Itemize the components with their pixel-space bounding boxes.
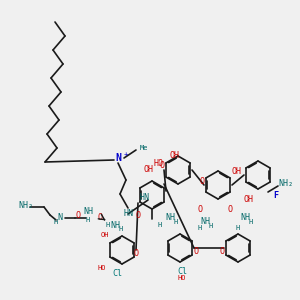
Text: Cl: Cl [112,269,122,278]
Text: H: H [106,222,110,228]
Text: O: O [136,211,140,220]
Text: Me: Me [140,145,148,151]
Text: HO: HO [153,158,163,167]
Text: O: O [227,206,232,214]
Text: O: O [194,248,199,256]
Text: H: H [236,225,240,231]
Text: HN: HN [123,209,133,218]
Text: O: O [160,161,164,170]
Text: NH₂: NH₂ [278,178,293,188]
Text: NH: NH [200,218,210,226]
Text: O: O [76,211,80,220]
Text: OH: OH [243,196,253,205]
Text: O: O [197,206,202,214]
Text: OH: OH [101,232,109,238]
Text: OH: OH [232,167,242,176]
Text: H: H [158,222,162,228]
Text: Cl: Cl [177,268,187,277]
Text: H: H [174,219,178,225]
Text: O: O [200,176,205,185]
Text: N: N [58,214,62,223]
Text: HO: HO [178,275,186,281]
Text: O: O [98,214,103,223]
Text: HN: HN [140,193,150,202]
Text: +: + [124,151,128,157]
Text: NH: NH [110,220,120,230]
Text: O: O [220,248,224,256]
Text: NH: NH [240,214,250,223]
Text: H: H [119,226,123,232]
Text: NH: NH [165,214,175,223]
Text: H: H [209,223,213,229]
Text: O: O [134,250,139,259]
Text: H: H [86,217,90,223]
Text: NH₂: NH₂ [18,200,33,209]
Text: OH: OH [170,151,180,160]
Text: H: H [249,219,253,225]
Text: H: H [198,225,202,231]
Text: NH: NH [83,208,93,217]
Text: OH: OH [143,166,153,175]
Text: HO: HO [98,265,106,271]
Text: F: F [274,190,278,200]
Text: N: N [115,153,121,163]
Text: H: H [54,219,58,225]
